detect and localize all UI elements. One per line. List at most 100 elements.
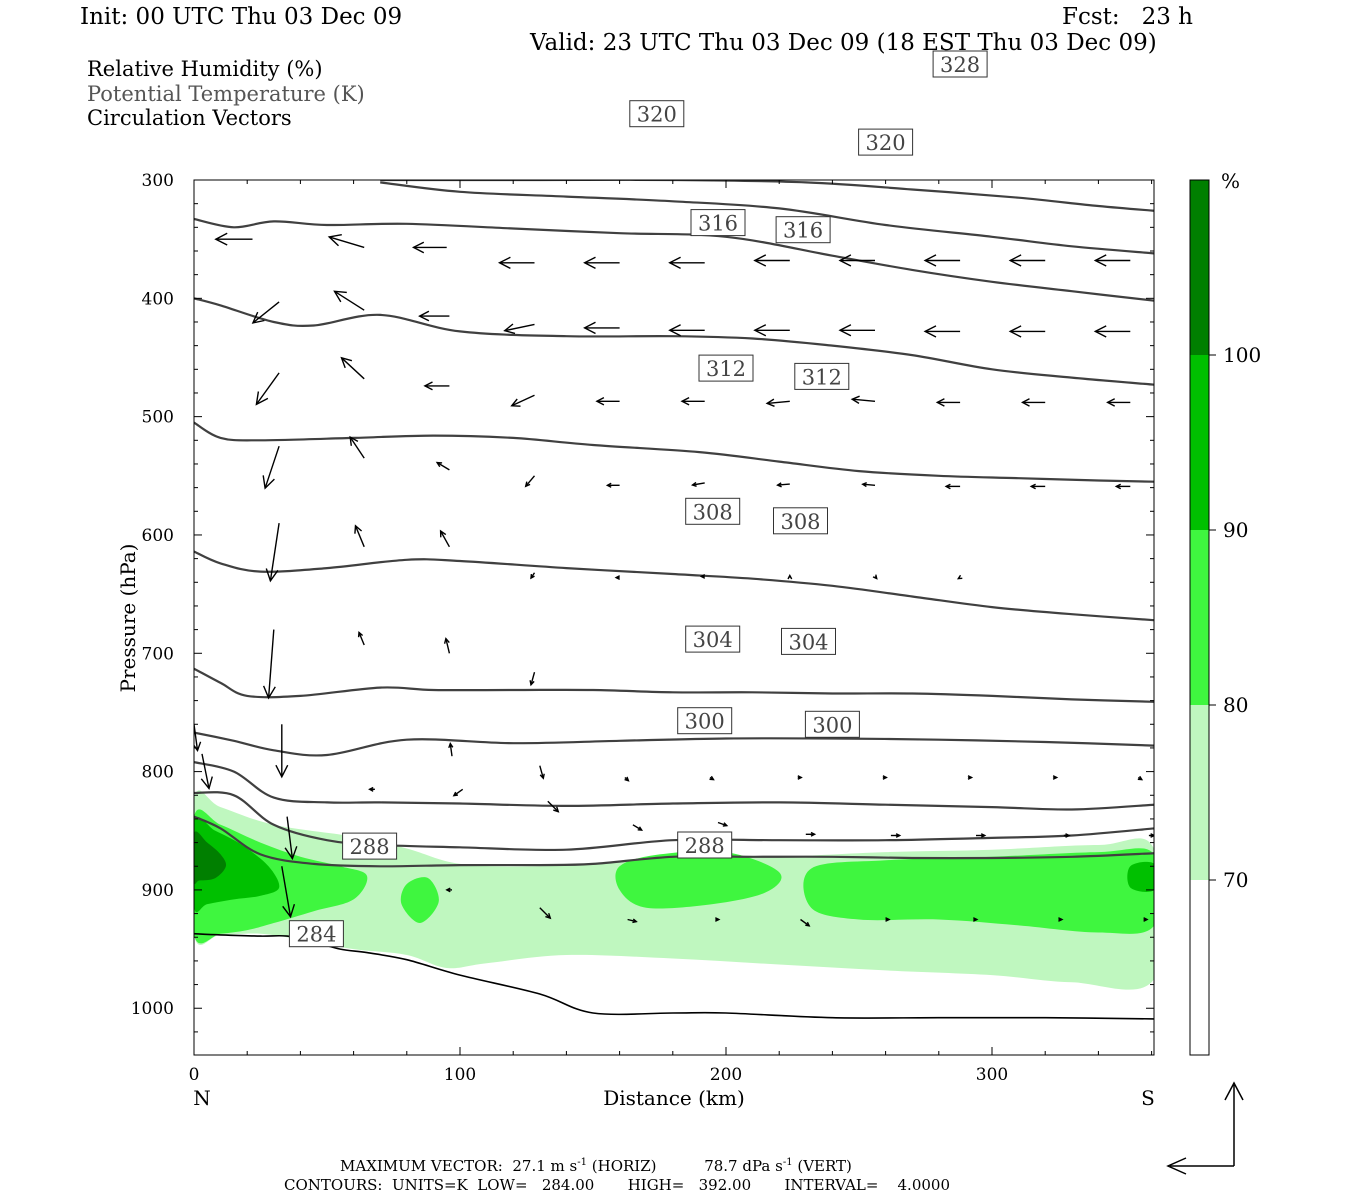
vector-shaft	[453, 788, 464, 797]
circulation-vector-48	[614, 575, 621, 581]
contour-label-box-320	[858, 128, 914, 156]
circulation-vector-94	[627, 918, 638, 924]
vector-shaft	[354, 525, 365, 548]
circulation-vector-33	[262, 445, 280, 490]
vector-head	[923, 254, 937, 267]
contour-label-box-320	[629, 100, 685, 128]
vector-head	[510, 398, 521, 407]
circulation-vector-1	[327, 234, 365, 249]
vector-head	[787, 574, 793, 580]
vector-head	[524, 481, 531, 488]
vector-head	[200, 776, 213, 791]
circulation-vector-5	[668, 256, 705, 270]
vector-head	[805, 921, 811, 927]
theta-contour-288	[194, 815, 1154, 868]
contour-label-316: 316	[783, 219, 823, 243]
contour-label-328: 328	[940, 53, 980, 77]
vector-shaft	[341, 357, 365, 380]
vector-head	[1020, 398, 1030, 407]
vector-head	[1058, 917, 1064, 922]
vector-head	[1008, 254, 1022, 267]
circulation-vector-84	[805, 831, 817, 837]
vector-head	[1065, 833, 1071, 838]
contour-label-288: 288	[350, 835, 390, 859]
vector-head	[435, 461, 443, 468]
vector-shaft	[264, 445, 280, 489]
contour-label-box-288	[342, 832, 398, 860]
contour-label-box-300	[804, 710, 860, 738]
contour-label-box-308	[773, 507, 828, 535]
vector-head	[255, 391, 269, 406]
init-time: Init: 00 UTC Thu 03 Dec 09	[80, 4, 403, 30]
colorbar-unit: %	[1221, 169, 1240, 193]
vector-head	[418, 310, 430, 322]
circulation-vector-26	[595, 396, 620, 406]
vector-head	[838, 324, 852, 337]
vector-head	[1029, 483, 1036, 490]
vector-head	[980, 833, 987, 838]
vector-head	[282, 903, 296, 919]
contour-label-316: 316	[698, 212, 738, 236]
vector-head	[632, 918, 638, 924]
title-relative-humidity: Relative Humidity (%)	[87, 57, 323, 81]
contour-label-288: 288	[685, 834, 725, 858]
theta-contour-300	[194, 731, 1154, 757]
vector-shaft	[358, 632, 365, 646]
vector-head	[275, 764, 289, 779]
contour-label-304: 304	[788, 630, 828, 654]
vector-head	[1106, 398, 1116, 407]
vector-head	[445, 887, 451, 893]
circulation-vector-100	[1143, 917, 1149, 922]
contour-label-box-308	[685, 497, 741, 525]
theta-contour-312	[194, 421, 1154, 483]
circulation-vector-18	[838, 324, 875, 337]
contour-label-300: 300	[812, 713, 852, 737]
vector-head	[448, 742, 454, 749]
contour-label-312: 312	[802, 365, 842, 389]
vector-head	[935, 398, 945, 407]
vector-head	[972, 917, 979, 922]
vector-shaft	[269, 522, 280, 582]
vector-head	[1114, 483, 1122, 490]
contour-label-284: 284	[296, 923, 336, 947]
vector-head	[1143, 917, 1149, 922]
circulation-vector-4	[583, 256, 620, 270]
vector-shaft	[255, 372, 280, 405]
colorbar-swatch-4	[1190, 880, 1209, 1055]
theta-contour-328	[380, 180, 1154, 212]
circulation-vector-69	[539, 765, 545, 780]
circulation-vector-23	[340, 356, 365, 380]
circulation-vector-87	[1063, 833, 1071, 838]
circulation-vector-35	[435, 461, 450, 471]
vector-head	[443, 637, 450, 644]
vector-head	[956, 574, 963, 580]
circulation-vector-27	[680, 396, 705, 406]
vector-head	[327, 234, 342, 247]
circulation-vector-42	[1029, 483, 1046, 490]
rh-region-100-7	[194, 831, 227, 885]
vector-head	[753, 254, 767, 267]
vector-shaft	[547, 800, 559, 813]
contour-label-308: 308	[693, 500, 733, 524]
rh-region-80-4	[803, 848, 1154, 934]
vector-head	[423, 381, 433, 391]
circulation-vector-36	[524, 475, 536, 488]
vector-shaft	[328, 236, 365, 249]
circulation-vector-71	[709, 775, 715, 781]
vector-head	[354, 524, 363, 534]
vector-head	[497, 256, 511, 270]
reference-vector-arrows	[1166, 1081, 1244, 1175]
circulation-vector-74	[967, 775, 974, 780]
circulation-vector-39	[776, 482, 790, 488]
vector-head	[251, 311, 265, 324]
vector-head	[895, 833, 902, 838]
circulation-vector-25	[510, 394, 535, 407]
circulation-vector-72	[797, 775, 803, 780]
vector-head	[624, 776, 630, 782]
contour-label-312: 312	[706, 357, 746, 381]
vector-head	[885, 917, 891, 922]
vector-head	[1150, 833, 1154, 838]
vector-shaft	[800, 918, 810, 927]
circulation-vector-98	[972, 917, 979, 922]
circulation-vector-70	[624, 776, 630, 782]
